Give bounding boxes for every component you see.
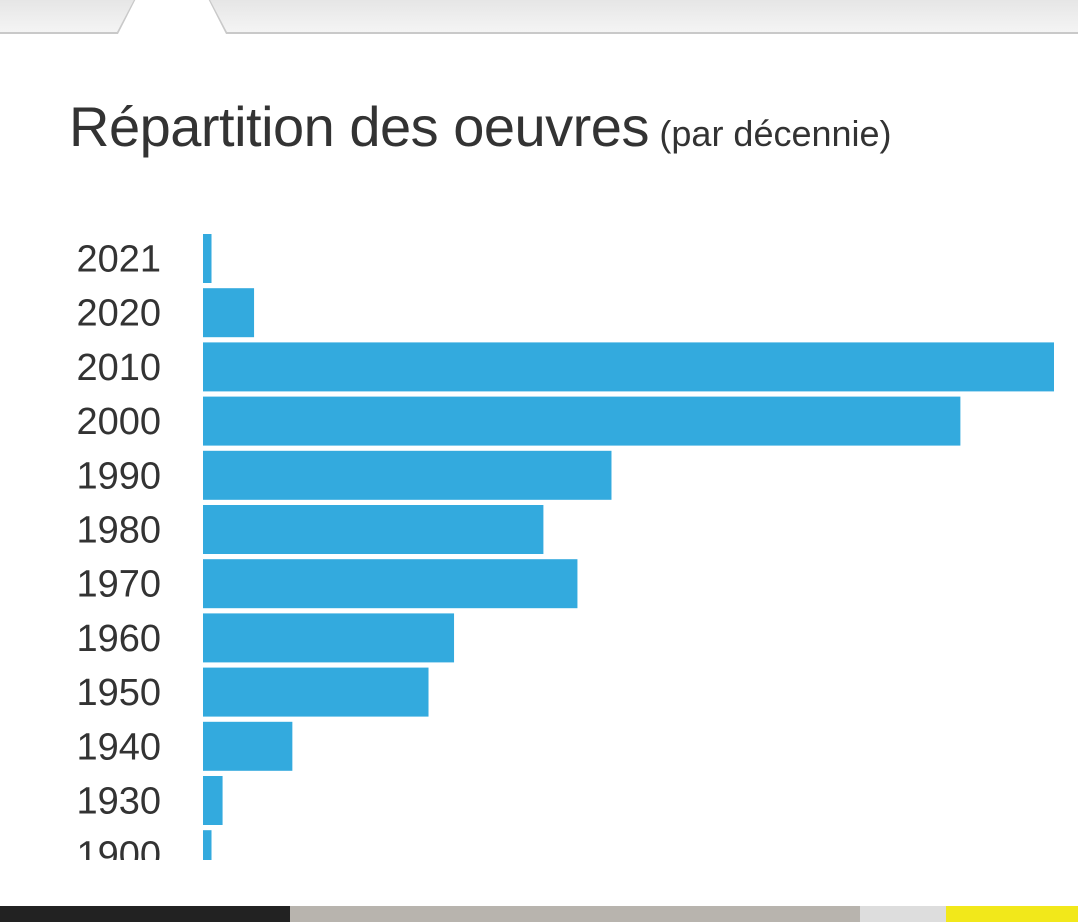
tick-label-1960: 1960 [76,618,161,660]
chart-title-row: Répartition des oeuvres (par décennie) [69,94,892,159]
tick-label-2021: 2021 [76,239,161,281]
tick-label-1940: 1940 [76,726,161,768]
bar-1980 [203,505,544,554]
chart-title: Répartition des oeuvres [69,95,649,158]
bar-1900 [203,830,212,860]
tick-label-1950: 1950 [76,672,161,714]
strip-segment-dark [0,906,290,922]
bar-2000 [203,396,961,446]
bar-2010 [203,342,1054,392]
bar-2021 [203,234,212,283]
bar-1990 [203,450,612,500]
tab-pointer [118,0,226,34]
chart-card: Répartition des oeuvres (par décennie) 2… [0,34,1078,906]
tick-label-1990: 1990 [76,455,161,497]
tick-label-2000: 2000 [76,401,161,443]
tick-label-2020: 2020 [76,293,161,335]
bar-1940 [203,721,293,771]
tick-label-1900: 1900 [76,835,161,860]
bar-1970 [203,559,578,609]
chart-subtitle: (par décennie) [659,113,892,154]
tick-label-1970: 1970 [76,564,161,606]
underlying-content-strip [0,906,1078,922]
strip-segment-light [860,906,946,922]
bar-2020 [203,288,255,338]
decade-bar-chart: 2021 2020 2010 2000 1990 1980 1970 1960 1950 1940… [76,234,1054,860]
tick-label-1980: 1980 [76,510,161,552]
tick-label-2010: 2010 [76,347,161,389]
bar-1960 [203,613,455,663]
strip-segment-yellow [946,906,1078,922]
strip-segment-image [290,906,860,922]
bar-1930 [203,776,223,825]
bar-1950 [203,667,429,717]
tick-label-1930: 1930 [76,781,161,823]
